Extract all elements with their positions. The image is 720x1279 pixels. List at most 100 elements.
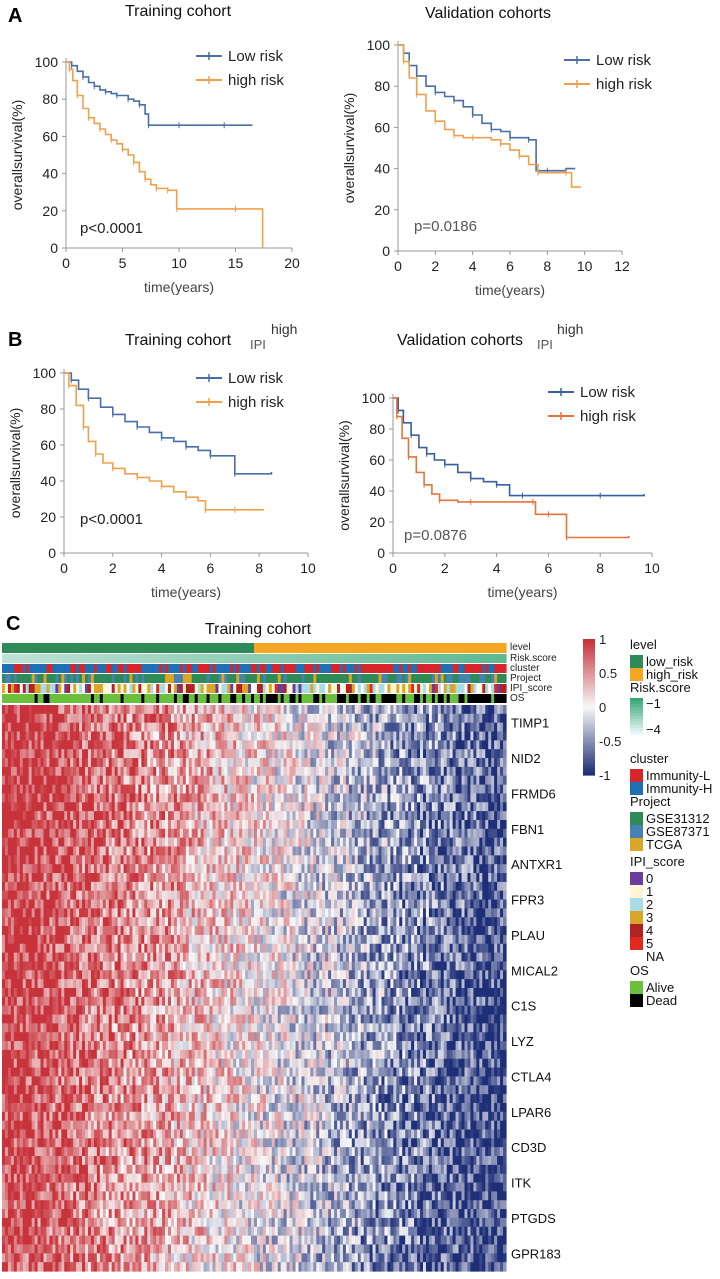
km2-title: Validation cohorts <box>425 5 551 22</box>
y-tick-label: 80 <box>369 421 385 437</box>
p-value: p<0.0001 <box>80 220 143 237</box>
legend-label: high risk <box>228 394 284 411</box>
y-tick-label: 20 <box>42 203 58 219</box>
x-axis-label: time(years) <box>487 584 557 600</box>
y-tick-label: 60 <box>40 437 56 453</box>
legend-label: Low risk <box>228 48 284 65</box>
heat-cell <box>503 873 507 882</box>
y-tick-label: 20 <box>369 514 385 530</box>
track-cluster-cell <box>503 664 507 673</box>
heat-cell <box>503 767 507 776</box>
x-tick-label: 6 <box>207 560 215 576</box>
km4-title: Validation cohorts <box>397 332 523 349</box>
legend-label: high risk <box>596 76 652 93</box>
y-tick-label: 60 <box>374 119 390 135</box>
x-tick-label: 0 <box>60 560 68 576</box>
km-curve-high-risk <box>398 45 581 187</box>
x-axis-label: time(years) <box>475 282 545 298</box>
x-tick-label: 10 <box>644 560 660 576</box>
heat-cell <box>503 723 507 732</box>
y-tick-label: 100 <box>33 365 57 381</box>
legend-label: high risk <box>580 408 636 425</box>
track-project-cell <box>503 674 507 683</box>
track-label: OS <box>510 693 525 704</box>
heat-cell <box>503 758 507 767</box>
x-tick-label: 0 <box>62 255 70 271</box>
p-value: p=0.0876 <box>404 527 467 544</box>
y-tick-label: 80 <box>40 401 56 417</box>
x-tick-label: 15 <box>228 255 244 271</box>
heat-cell <box>503 811 507 820</box>
heatmap-title: Training cohort <box>205 621 312 638</box>
heat-cell <box>503 740 507 749</box>
y-tick-label: 40 <box>40 473 56 489</box>
heat-cell <box>503 776 507 785</box>
y-tick-label: 0 <box>50 240 58 256</box>
heat-cell <box>503 714 507 723</box>
track-level-cell <box>503 643 507 653</box>
x-tick-label: 10 <box>171 255 187 271</box>
heat-cell <box>503 864 507 873</box>
y-tick-label: 40 <box>369 483 385 499</box>
legend-label: Low risk <box>228 370 284 387</box>
track-label: level <box>510 642 531 653</box>
x-tick-label: 8 <box>596 560 604 576</box>
y-axis-label: overallsurvival(%) <box>336 420 352 530</box>
expression-matrix <box>2 705 507 1272</box>
y-axis-label: overallsurvival(%) <box>341 93 357 203</box>
y-tick-label: 0 <box>377 545 385 561</box>
x-tick-label: 12 <box>614 258 630 274</box>
x-tick-label: 4 <box>469 258 477 274</box>
x-tick-label: 10 <box>300 560 316 576</box>
x-tick-label: 2 <box>441 560 449 576</box>
heat-cell <box>503 882 507 891</box>
panel-label-c: C <box>6 613 20 635</box>
x-tick-label: 20 <box>284 255 300 271</box>
x-tick-label: 4 <box>493 560 501 576</box>
x-tick-label: 4 <box>158 560 166 576</box>
x-tick-label: 10 <box>577 258 593 274</box>
km3-title-sup: high <box>271 321 297 337</box>
heat-cell <box>503 705 507 714</box>
legend-label: Low risk <box>580 384 636 401</box>
heat-cell <box>503 802 507 811</box>
heat-cell <box>503 793 507 802</box>
x-tick-label: 2 <box>431 258 439 274</box>
x-tick-label: 2 <box>109 560 117 576</box>
x-tick-label: 0 <box>389 560 397 576</box>
km-curve-low-risk <box>64 373 271 474</box>
legend-label: Low risk <box>596 52 652 69</box>
km4-title-ipi: IPI <box>537 337 553 352</box>
y-tick-label: 100 <box>35 54 59 70</box>
annotation-tracks <box>2 643 507 703</box>
heat-cell <box>503 732 507 741</box>
panel-label-a: A <box>8 5 22 27</box>
heat-cell <box>503 838 507 847</box>
km3-title-ipi: IPI <box>250 337 266 352</box>
y-axis-label: overallsurvival(%) <box>9 100 25 210</box>
p-value: p=0.0186 <box>414 218 477 235</box>
y-tick-label: 60 <box>369 452 385 468</box>
x-tick-label: 6 <box>506 258 514 274</box>
heat-cell <box>503 855 507 864</box>
track-os-cell <box>503 694 507 703</box>
y-tick-label: 80 <box>374 78 390 94</box>
x-tick-label: 6 <box>545 560 553 576</box>
y-tick-label: 40 <box>374 161 390 177</box>
y-tick-label: 100 <box>362 390 386 406</box>
x-tick-label: 8 <box>255 560 263 576</box>
panel-label-b: B <box>8 329 22 351</box>
km3-title: Training cohort <box>125 332 232 349</box>
y-tick-label: 80 <box>42 91 58 107</box>
p-value: p<0.0001 <box>80 511 143 528</box>
heat-cell <box>503 820 507 829</box>
y-axis-label: overallsurvival(%) <box>7 408 23 518</box>
km-curve-low-risk <box>66 62 252 125</box>
y-tick-label: 0 <box>382 243 390 259</box>
x-tick-label: 8 <box>543 258 551 274</box>
x-axis-label: time(years) <box>144 279 214 295</box>
